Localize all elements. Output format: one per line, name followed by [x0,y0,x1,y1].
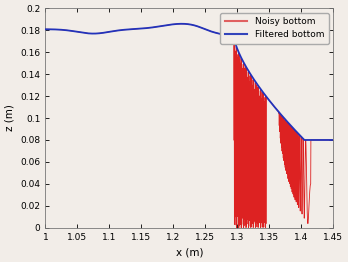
Y-axis label: z (m): z (m) [5,105,15,132]
Legend: Noisy bottom, Filtered bottom: Noisy bottom, Filtered bottom [220,13,329,43]
X-axis label: x (m): x (m) [175,247,203,257]
